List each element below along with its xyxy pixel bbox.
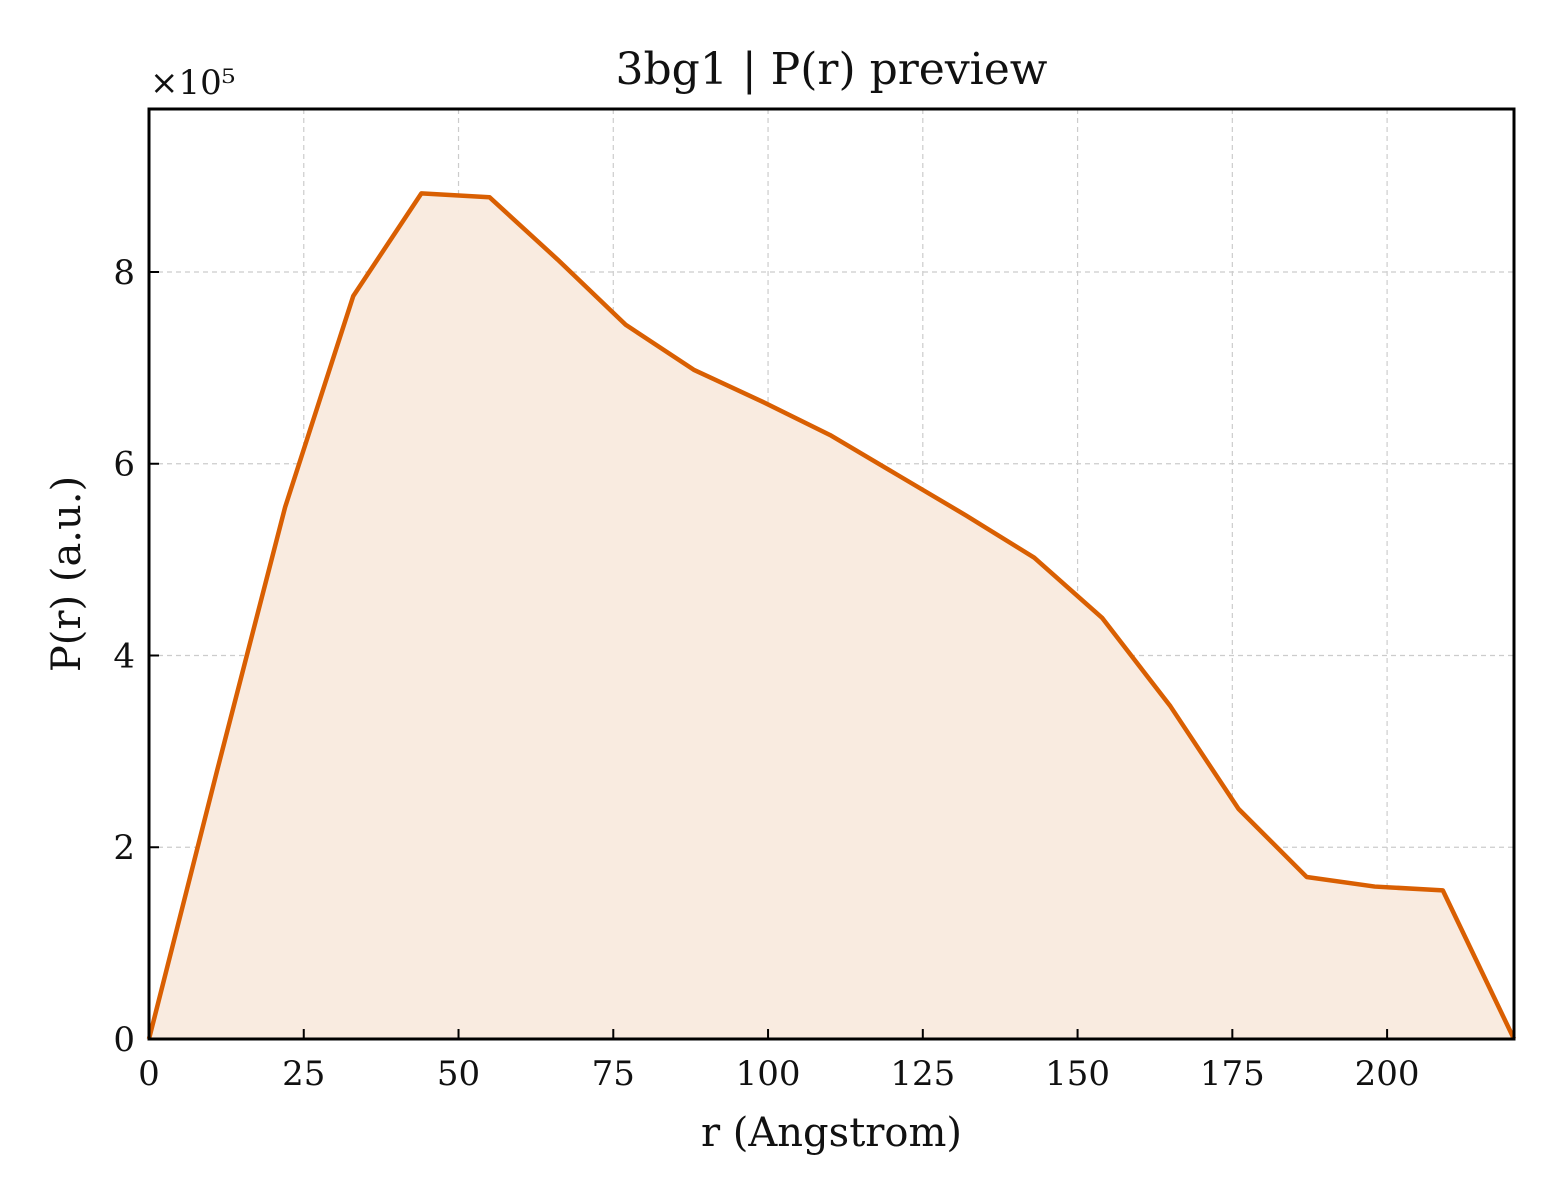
y-tick-label: 6 bbox=[113, 445, 135, 485]
pr-area-fill bbox=[149, 193, 1514, 1039]
y-tick-label: 2 bbox=[113, 828, 135, 868]
ticks-layer: 0 25 50 75 100 125 150 175 200 0 2 4 6 8 bbox=[113, 253, 1419, 1094]
x-tick-label: 25 bbox=[282, 1054, 325, 1094]
x-tick-label: 125 bbox=[890, 1054, 955, 1094]
chart-title: 3bg1 | P(r) preview bbox=[616, 44, 1048, 95]
x-tick-label: 0 bbox=[138, 1054, 160, 1094]
y-tick-label: 8 bbox=[113, 253, 135, 293]
x-tick-label: 175 bbox=[1200, 1054, 1265, 1094]
x-tick-label: 50 bbox=[437, 1054, 480, 1094]
y-tick-label: 0 bbox=[113, 1020, 135, 1060]
x-tick-label: 75 bbox=[592, 1054, 635, 1094]
y-axis-label: P(r) (a.u.) bbox=[44, 476, 90, 672]
x-tick-label: 150 bbox=[1045, 1054, 1110, 1094]
y-offset-label: ×10⁵ bbox=[150, 63, 235, 103]
x-axis-label: r (Angstrom) bbox=[701, 1110, 962, 1156]
y-tick-label: 4 bbox=[113, 636, 135, 676]
x-tick-label: 200 bbox=[1355, 1054, 1420, 1094]
x-tick-label: 100 bbox=[736, 1054, 801, 1094]
plot-frame bbox=[147, 107, 1516, 1041]
pr-curve-line bbox=[146, 191, 1517, 1040]
